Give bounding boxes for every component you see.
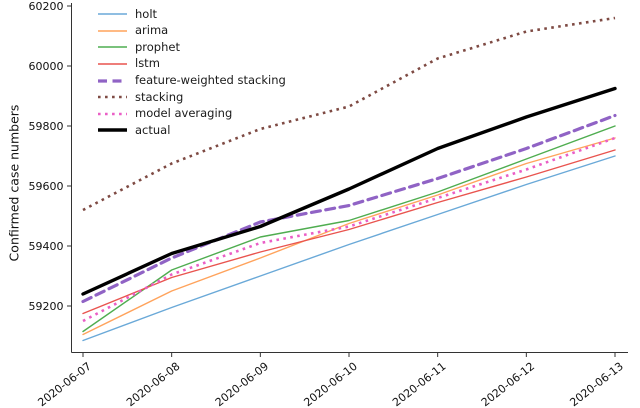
series-line-stacking [82, 16, 616, 212]
y-tick-label: 59400 [29, 240, 64, 253]
y-tick-label: 60000 [29, 60, 64, 73]
legend-line-sample [98, 63, 127, 65]
legend-label: lstm [135, 56, 160, 71]
legend-line-sample [98, 79, 127, 83]
x-tick-label: 2020-06-07 [35, 360, 93, 408]
legend-item-actual: actual [97, 122, 286, 139]
legend-item-arima: arima [97, 23, 286, 40]
series-line-model-averaging [82, 136, 616, 323]
legend: holt arima prophet lstm feature-weighted sta… [97, 6, 286, 139]
legend-label: stacking [135, 89, 184, 104]
legend-label: feature-weighted stacking [135, 72, 286, 87]
legend-line-sample [98, 95, 127, 99]
y-tick-label: 59800 [29, 120, 64, 133]
legend-item-model-averaging: model averaging [97, 106, 286, 123]
legend-line-sample [98, 13, 127, 15]
x-tick-label: 2020-06-12 [479, 360, 537, 408]
x-tick-label: 2020-06-08 [124, 360, 182, 408]
y-tick-label: 59600 [29, 180, 64, 193]
legend-label: actual [135, 122, 171, 137]
legend-line-sample [98, 128, 127, 133]
y-tick-label: 59200 [29, 300, 64, 313]
legend-label: prophet [135, 39, 180, 54]
series-line-actual [81, 86, 617, 296]
series-line-arima [82, 137, 616, 336]
legend-item-feature-weighted-stacking: feature-weighted stacking [97, 72, 286, 89]
legend-item-stacking: stacking [97, 89, 286, 106]
legend-line-sample [98, 30, 127, 32]
series-line-lstm [82, 149, 616, 315]
legend-item-lstm: lstm [97, 56, 286, 73]
legend-label: arima [135, 23, 169, 38]
x-tick-label: 2020-06-13 [567, 360, 625, 408]
legend-label: holt [135, 6, 158, 21]
legend-line-sample [98, 112, 127, 116]
x-tick-label: 2020-06-11 [390, 360, 448, 408]
legend-line-sample [98, 46, 127, 49]
legend-label: model averaging [135, 106, 233, 121]
x-tick-label: 2020-06-10 [301, 360, 359, 408]
series-line-feature-weighted-stacking [81, 113, 617, 304]
x-tick-label: 2020-06-09 [213, 360, 271, 408]
legend-item-prophet: prophet [97, 39, 286, 56]
series-line-holt [82, 155, 616, 342]
series-line-prophet [82, 125, 616, 333]
legend-item-holt: holt [97, 6, 286, 23]
y-tick-label: 60200 [29, 0, 64, 13]
